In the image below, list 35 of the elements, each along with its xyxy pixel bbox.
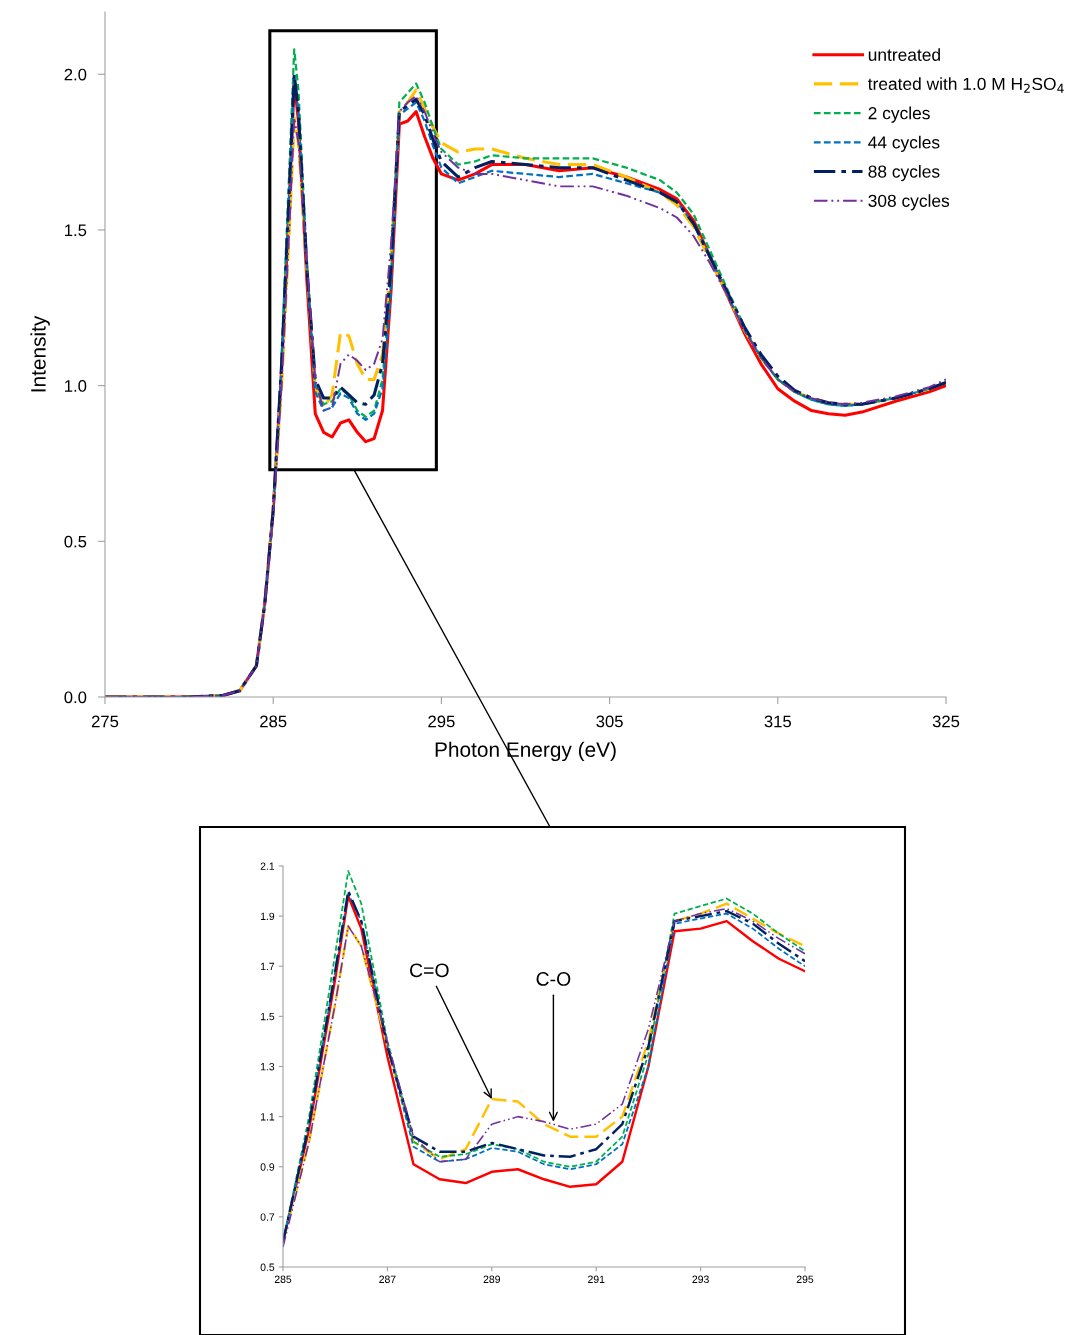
y-tick-label: 1.5: [65, 224, 87, 237]
legend-label: 44 cycles: [868, 135, 940, 152]
y-tick-label: 0.0: [64, 691, 87, 704]
x-tick-label: 293: [692, 1275, 709, 1283]
x-tick-label: 305: [596, 715, 623, 728]
legend-label: 2 cycles: [868, 106, 930, 123]
x-tick-label: 289: [483, 1275, 500, 1283]
y-tick-label: 1.9: [260, 912, 275, 920]
y-axis-title: Intensity: [30, 315, 50, 392]
y-tick-label: 1.1: [260, 1113, 275, 1121]
y-tick-label: 1.7: [260, 962, 275, 971]
x-tick-label: 295: [428, 715, 455, 728]
x-tick-label: 285: [260, 715, 287, 728]
y-tick-label: 0.5: [260, 1263, 275, 1271]
y-tick-label: 1.5: [260, 1012, 275, 1021]
y-tick-label: 2.0: [64, 68, 87, 81]
x-tick-label: 291: [588, 1275, 605, 1283]
y-tick-label: 2.1: [260, 862, 275, 870]
x-tick-label: 287: [379, 1275, 396, 1283]
x-tick-label: 295: [796, 1275, 814, 1283]
annotation: C=O: [410, 963, 449, 978]
x-tick-label: 285: [274, 1275, 292, 1283]
x-tick-label: 315: [764, 715, 792, 728]
legend-label: 88 cycles: [868, 164, 940, 182]
y-tick-label: 0.9: [260, 1163, 275, 1171]
y-tick-label: 0.7: [260, 1213, 275, 1221]
legend-label: untreated: [868, 48, 940, 61]
y-tick-label: 1.0: [65, 380, 87, 392]
legend-label: 308 cycles: [868, 194, 950, 211]
x-tick-label: 325: [932, 715, 960, 728]
legend-label: treated with 1.0 M H$_{2}$SO$_{4}$: [867, 77, 1064, 93]
x-tick-label: 275: [91, 715, 119, 728]
y-tick-label: 0.5: [64, 535, 87, 548]
annotation: C-O: [536, 972, 571, 986]
y-tick-label: 1.3: [260, 1063, 275, 1071]
